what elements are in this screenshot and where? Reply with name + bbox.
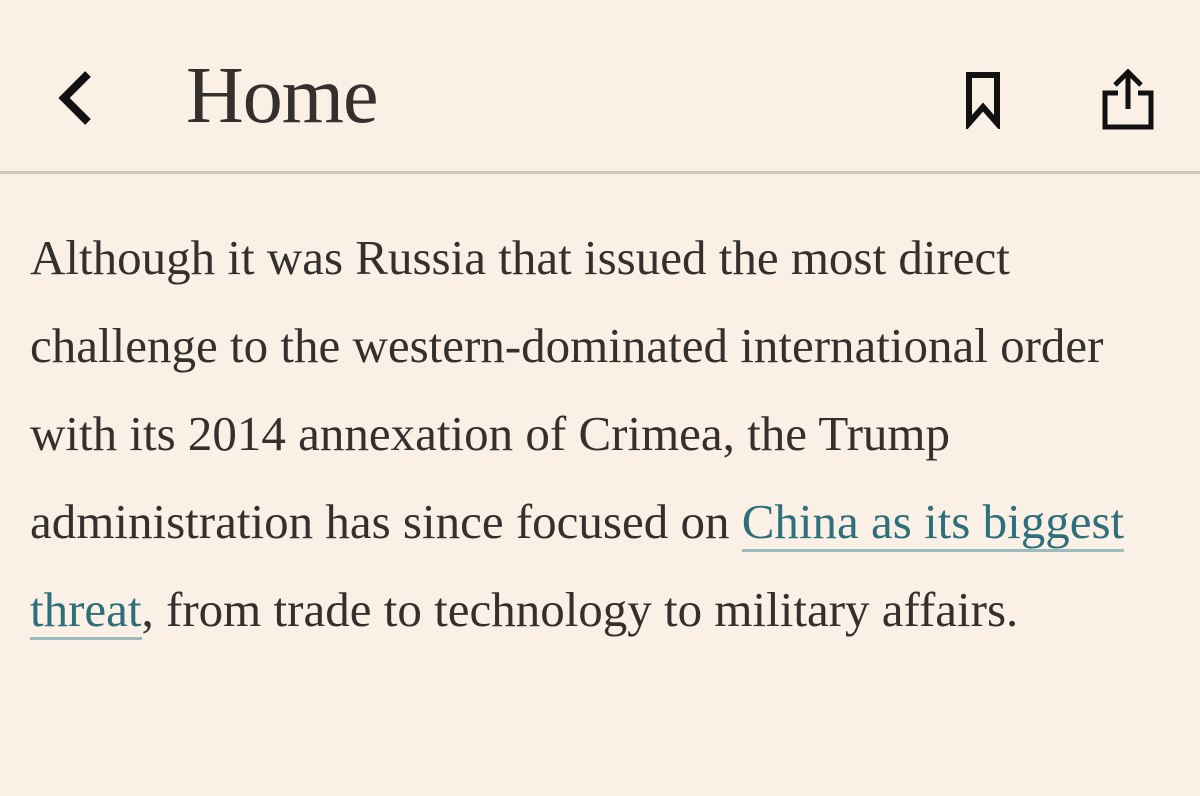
share-icon (1102, 69, 1154, 130)
back-button[interactable] (40, 58, 112, 138)
paragraph-text-start: Although it was Russia that issued the m… (30, 230, 1104, 549)
paragraph-text-end: , from trade to technology to military a… (141, 582, 1019, 637)
share-button[interactable] (1090, 60, 1166, 140)
page-title: Home (186, 52, 379, 140)
navigation-bar: Home (0, 0, 1200, 174)
chevron-left-icon (58, 71, 91, 125)
bookmark-button[interactable] (950, 62, 1016, 138)
article-paragraph: Although it was Russia that issued the m… (30, 214, 1170, 654)
bookmark-icon (966, 72, 1000, 129)
china-threat-link[interactable]: China as its biggest threat (30, 494, 1125, 640)
